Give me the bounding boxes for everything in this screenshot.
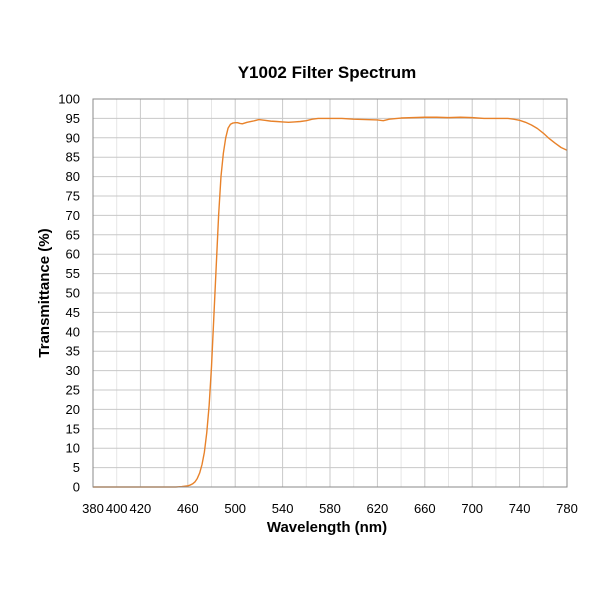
y-tick-labels: 0 5 10 15 20 25 30 35 40 45 50 55 60 65 70 75 80 85 90 95 10… [58,92,80,495]
x-tick-label: 580 [319,501,341,516]
x-tick-label: 660 [414,501,436,516]
y-tick-label: 60 [66,247,80,262]
y-tick-label: 95 [66,111,80,126]
y-tick-label: 5 [73,460,80,475]
x-axis-label: Wavelength (nm) [267,519,387,536]
x-tick-label: 620 [367,501,389,516]
x-tick-labels: 380 400 420 460 500 540 580 620 660 700 740 780 [82,501,578,516]
y-tick-label: 0 [73,480,80,495]
chart-title: Y1002 Filter Spectrum [238,63,417,82]
grid [92,98,568,488]
y-tick-label: 30 [66,363,80,378]
x-tick-label: 400 [106,501,128,516]
series-layer [93,116,568,488]
y-tick-label: 50 [66,286,80,301]
y-tick-label: 35 [66,344,80,359]
plot-area [92,98,568,488]
x-tick-label: 780 [556,501,578,516]
y-tick-label: 15 [66,421,80,436]
y-tick-label: 100 [58,92,80,107]
y-tick-label: 75 [66,189,80,204]
x-tick-label: 540 [272,501,294,516]
x-tick-label: 460 [177,501,199,516]
x-tick-label: 500 [224,501,246,516]
y-tick-label: 70 [66,208,80,223]
series-line-transmittance [93,116,568,488]
y-tick-label: 80 [66,169,80,184]
x-tick-label: 700 [461,501,483,516]
x-tick-label: 740 [509,501,531,516]
y-axis-label: Transmittance (%) [36,228,53,357]
y-tick-label: 45 [66,305,80,320]
y-tick-label: 90 [66,130,80,145]
y-tick-label: 55 [66,266,80,281]
y-tick-label: 25 [66,383,80,398]
y-tick-label: 40 [66,324,80,339]
x-tick-label: 380 [82,501,104,516]
y-tick-label: 65 [66,227,80,242]
y-tick-label: 85 [66,150,80,165]
x-tick-label: 420 [130,501,152,516]
y-tick-label: 20 [66,402,80,417]
y-tick-label: 10 [66,441,80,456]
